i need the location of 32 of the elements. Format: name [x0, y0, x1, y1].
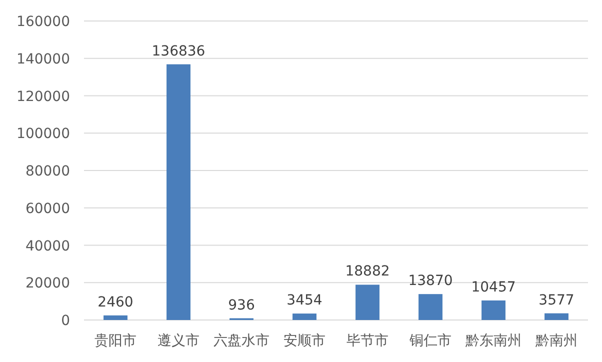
- x-tick-label: 贵阳市: [94, 333, 136, 349]
- data-label: 2460: [98, 294, 134, 310]
- x-tick-label: 安顺市: [284, 333, 326, 349]
- data-label: 13870: [408, 273, 453, 290]
- y-tick-label: 100000: [16, 126, 70, 142]
- bar: [418, 294, 442, 320]
- data-label: 10457: [471, 279, 516, 296]
- y-tick-label: 140000: [16, 51, 70, 68]
- data-label: 18882: [345, 264, 390, 280]
- y-tick-label: 160000: [16, 14, 70, 30]
- y-tick-label: 80000: [25, 164, 70, 180]
- bar: [356, 284, 380, 320]
- data-label: 3454: [286, 292, 322, 309]
- bar: [544, 313, 568, 320]
- bar: [482, 300, 506, 320]
- bar: [292, 314, 316, 320]
- x-tick-label: 铜仁市: [408, 333, 452, 349]
- y-tick-label: 40000: [25, 238, 70, 254]
- x-tick-label: 六盘水市: [214, 333, 270, 349]
- y-tick-label: 20000: [25, 276, 70, 292]
- data-label: 136836: [152, 43, 206, 60]
- x-tick-label: 黔南州: [534, 333, 578, 349]
- x-tick-label: 遵义市: [158, 333, 200, 349]
- data-label: 3577: [538, 292, 574, 308]
- x-tick-label: 毕节市: [346, 333, 388, 349]
- x-tick-label: 黔东南州: [464, 333, 522, 349]
- y-tick-label: 60000: [25, 200, 70, 217]
- bar: [166, 64, 190, 320]
- y-tick-label: 0: [61, 313, 70, 329]
- data-label: 936: [228, 297, 255, 314]
- bar: [104, 315, 128, 320]
- y-tick-label: 120000: [16, 88, 70, 105]
